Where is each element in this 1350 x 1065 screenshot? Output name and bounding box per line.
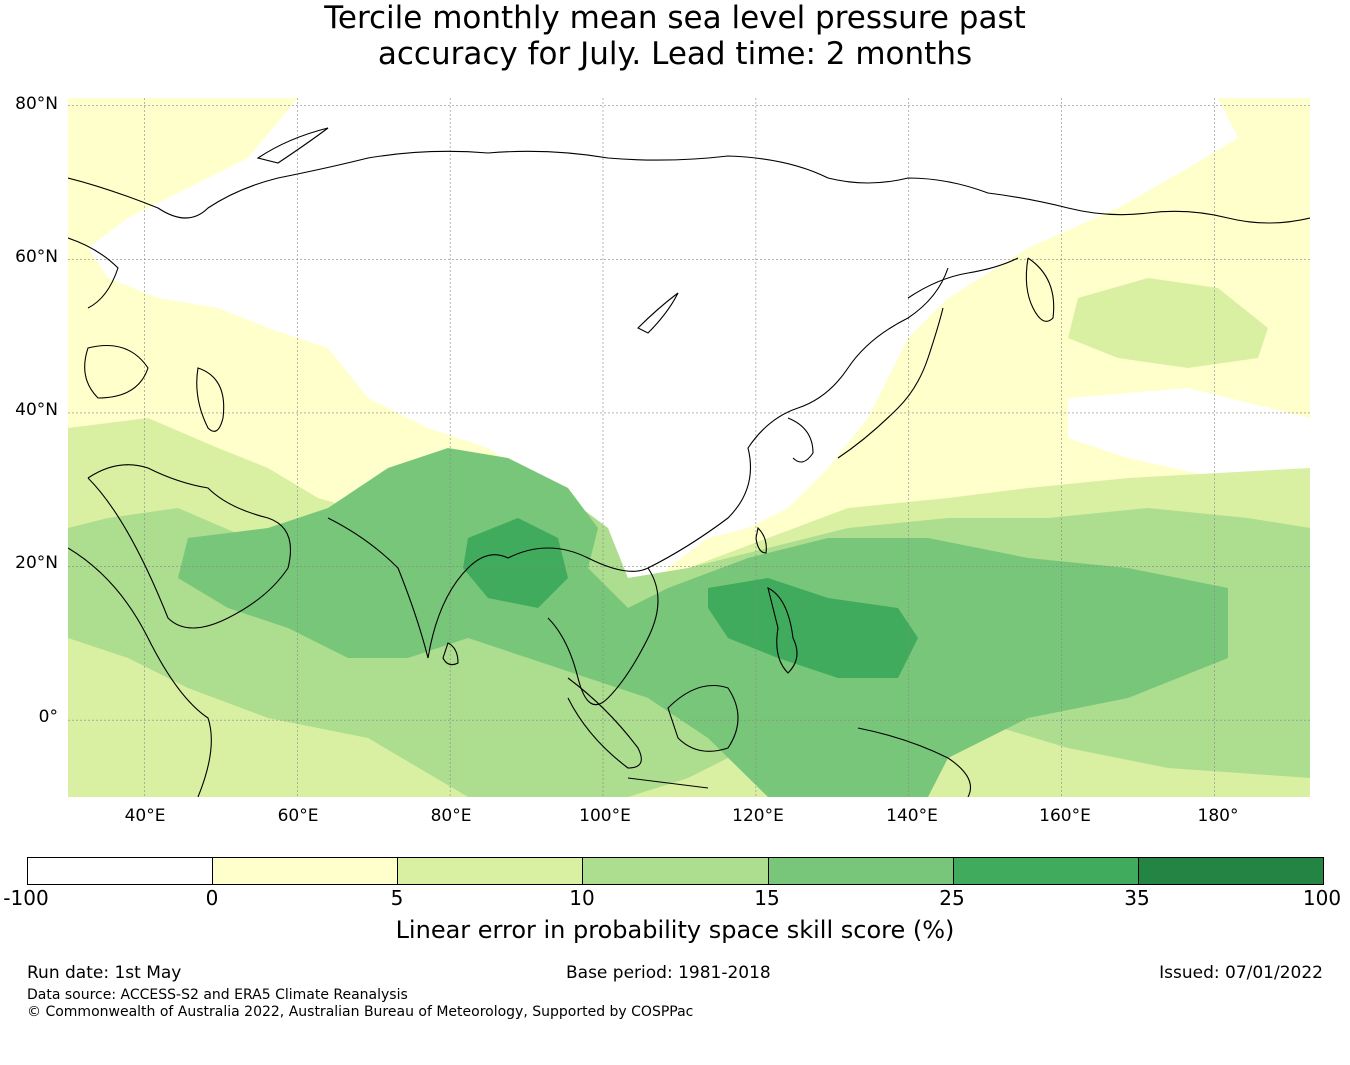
skill-band-negative-pacific [1068, 388, 1310, 478]
lat-label-60n: 60°N [15, 247, 58, 267]
lon-label-160e: 160°E [1039, 806, 1091, 826]
colorbar [27, 857, 1324, 885]
map-canvas [68, 98, 1310, 797]
data-source: Data source: ACCESS-S2 and ERA5 Climate … [27, 987, 408, 1003]
skill-band-5-10-north [1068, 278, 1268, 368]
skill-band-25-35-pacific [708, 578, 918, 678]
colorbar-tick-100: 100 [1302, 886, 1342, 910]
colorbar-segment-1 [212, 857, 398, 885]
colorbar-tick-0: 0 [205, 886, 219, 910]
title-line-2: accuracy for July. Lead time: 2 months [377, 36, 973, 72]
lat-label-0: 0° [38, 707, 58, 727]
lon-label-100e: 100°E [579, 806, 631, 826]
coastlines [68, 127, 1310, 797]
colorbar-tick-25: 25 [939, 886, 965, 910]
lon-label-60e: 60°E [277, 806, 319, 826]
colorbar-tick-10: 10 [569, 886, 595, 910]
skill-band-negative-north [88, 98, 1238, 608]
lat-label-20n: 20°N [15, 553, 58, 573]
colorbar-label: Linear error in probability space skill … [395, 916, 955, 944]
skill-band-25-35-bay [463, 518, 568, 608]
base-period: Base period: 1981-2018 [566, 963, 771, 983]
lon-label-120e: 120°E [732, 806, 784, 826]
run-date: Run date: 1st May [27, 963, 182, 983]
colorbar-segment-4 [767, 857, 953, 885]
lon-label-180: 180° [1197, 806, 1239, 826]
colorbar-segment-0 [27, 857, 213, 885]
colorbar-segment-6 [1137, 857, 1324, 885]
lat-label-80n: 80°N [15, 94, 58, 114]
skill-band-15-25 [178, 448, 1228, 797]
title-line-1: Tercile monthly mean sea level pressure … [324, 0, 1026, 36]
colorbar-segment-2 [397, 857, 583, 885]
lon-label-140e: 140°E [886, 806, 938, 826]
graticule [68, 98, 1310, 797]
lat-label-40n: 40°N [15, 400, 58, 420]
issued-date: Issued: 07/01/2022 [1159, 963, 1323, 983]
skill-map [68, 98, 1310, 797]
colorbar-tick-minus-100: -100 [3, 886, 49, 910]
lon-label-80e: 80°E [430, 806, 472, 826]
colorbar-segment-5 [952, 857, 1138, 885]
lon-label-40e: 40°E [124, 806, 166, 826]
colorbar-tick-15: 15 [754, 886, 780, 910]
copyright: © Commonwealth of Australia 2022, Austra… [27, 1004, 694, 1020]
colorbar-segment-3 [582, 857, 768, 885]
chart-title: Tercile monthly mean sea level pressure … [0, 0, 1350, 72]
colorbar-tick-5: 5 [390, 886, 404, 910]
colorbar-tick-35: 35 [1124, 886, 1150, 910]
